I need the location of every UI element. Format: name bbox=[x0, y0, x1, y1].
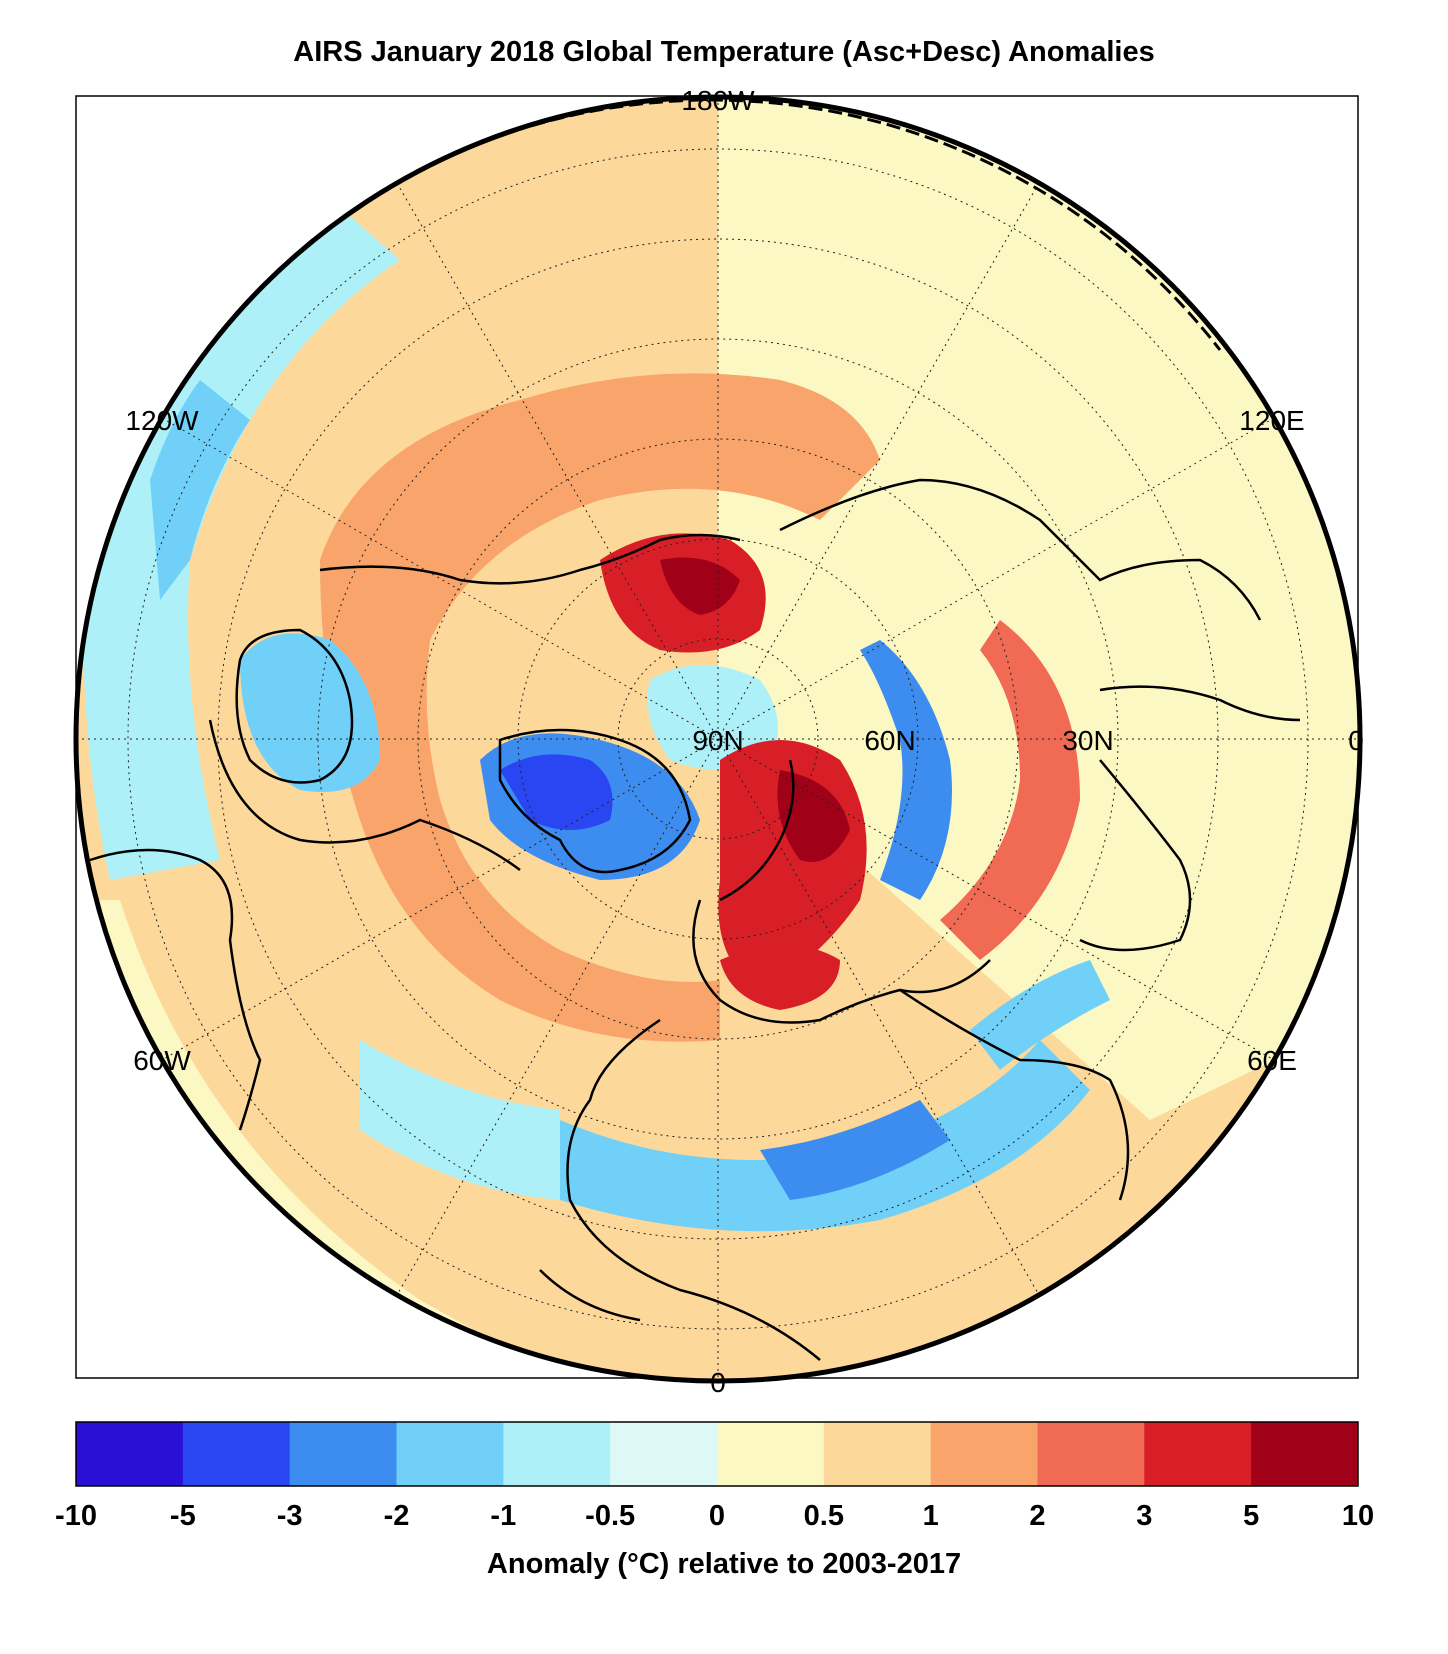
coast-china bbox=[1079, 759, 1192, 952]
colorbar-swatch bbox=[182, 1422, 291, 1486]
lat-circle bbox=[517, 538, 919, 940]
coast-africa bbox=[566, 1018, 821, 1361]
field-arabia-cool bbox=[970, 960, 1110, 1070]
center-label: 90N bbox=[692, 725, 743, 756]
colorbar-tick-label: 0.5 bbox=[803, 1500, 844, 1532]
colorbar-tick-label: -5 bbox=[169, 1500, 196, 1532]
coast-scandinavia bbox=[719, 759, 795, 902]
lon-label-bottom: 0 bbox=[710, 1367, 726, 1398]
field-greenland-core bbox=[500, 754, 613, 830]
lat-label-30: 30N bbox=[1062, 725, 1113, 756]
colorbar bbox=[76, 1422, 1359, 1486]
lat-circle bbox=[217, 238, 1219, 1240]
globe-outline bbox=[73, 94, 1363, 1384]
field-arc-orange bbox=[320, 373, 880, 1042]
lon-label-lower-right: 60E bbox=[1247, 1045, 1297, 1076]
lon-label-top: 180W bbox=[681, 85, 755, 116]
colorbar-tick-label: 10 bbox=[1341, 1500, 1375, 1532]
field-e-sector bbox=[718, 739, 1358, 1120]
coast-west bbox=[89, 848, 262, 1131]
field-sahara-cold bbox=[760, 1100, 950, 1200]
colorbar-title: Anomaly (°C) relative to 2003-2017 bbox=[486, 1548, 962, 1580]
colorbar-tick-label: -3 bbox=[276, 1500, 303, 1532]
coast-siberia bbox=[779, 478, 1262, 621]
field-siberia-core bbox=[660, 557, 740, 615]
lat-label-60: 60N bbox=[864, 725, 915, 756]
coastlines bbox=[89, 478, 1301, 1361]
colorbar-tick-label: 0 bbox=[708, 1500, 726, 1532]
colorbar-tick-label: 5 bbox=[1243, 1500, 1260, 1532]
field-sahara-cool bbox=[560, 1040, 1090, 1232]
colorbar-swatch bbox=[503, 1422, 611, 1486]
field-europe-warm bbox=[720, 945, 840, 1010]
field-hudson-cool bbox=[240, 633, 380, 792]
lat-circle bbox=[127, 148, 1309, 1330]
colorbar-frame bbox=[75, 1421, 1359, 1487]
field-asia-cold bbox=[860, 640, 952, 900]
coast-hudson bbox=[235, 628, 354, 784]
colorbar-swatch bbox=[930, 1422, 1038, 1486]
chart-title: AIRS January 2018 Global Temperature (As… bbox=[293, 36, 1155, 68]
colorbar-swatch bbox=[1251, 1422, 1359, 1486]
colorbar-swatch bbox=[717, 1422, 825, 1486]
colorbar-swatch bbox=[610, 1422, 718, 1486]
colorbar-tick-label: -0.5 bbox=[585, 1500, 636, 1532]
colorbar-swatch bbox=[823, 1422, 932, 1486]
lon-label-lower-left: 60W bbox=[133, 1045, 191, 1076]
coast-arabia bbox=[899, 988, 1130, 1201]
colorbar-tick-label: -1 bbox=[490, 1500, 517, 1532]
coast-arctic-na bbox=[319, 533, 741, 585]
field-mideast-warm bbox=[940, 620, 1080, 960]
meridian bbox=[161, 417, 1275, 1061]
lon-label-upper-left: 120W bbox=[125, 405, 199, 436]
field-atlantic-cool bbox=[360, 1040, 560, 1200]
lon-label-right: 0 bbox=[1348, 725, 1364, 756]
colorbar-swatch bbox=[76, 1422, 184, 1486]
lat-circle bbox=[617, 638, 819, 840]
colorbar-tick-label: 1 bbox=[922, 1500, 939, 1532]
colorbar-tick-label: 2 bbox=[1029, 1500, 1046, 1532]
colorbar-tick-label: -10 bbox=[55, 1500, 97, 1532]
colorbar-swatch bbox=[289, 1422, 397, 1486]
graticule bbox=[76, 97, 1360, 1381]
field-pacific-cool2 bbox=[150, 380, 250, 600]
field-pole-cool bbox=[647, 665, 778, 770]
colorbar-swatch bbox=[1037, 1422, 1145, 1486]
colorbar-tick-label: -2 bbox=[383, 1500, 410, 1532]
field-barents-core bbox=[777, 770, 850, 862]
coast-africa-south bbox=[539, 1269, 641, 1322]
colorbar-swatch bbox=[396, 1422, 504, 1486]
coast-labrador bbox=[208, 719, 521, 872]
globe-dashed-rim bbox=[419, 98, 1222, 351]
lon-label-upper-right: 120E bbox=[1239, 405, 1304, 436]
coast-greenland bbox=[498, 728, 692, 874]
coast-asia bbox=[1099, 685, 1301, 722]
coast-europe bbox=[692, 899, 991, 1024]
colorbar-swatch bbox=[1144, 1422, 1252, 1486]
colorbar-tick-label: 3 bbox=[1136, 1500, 1153, 1532]
